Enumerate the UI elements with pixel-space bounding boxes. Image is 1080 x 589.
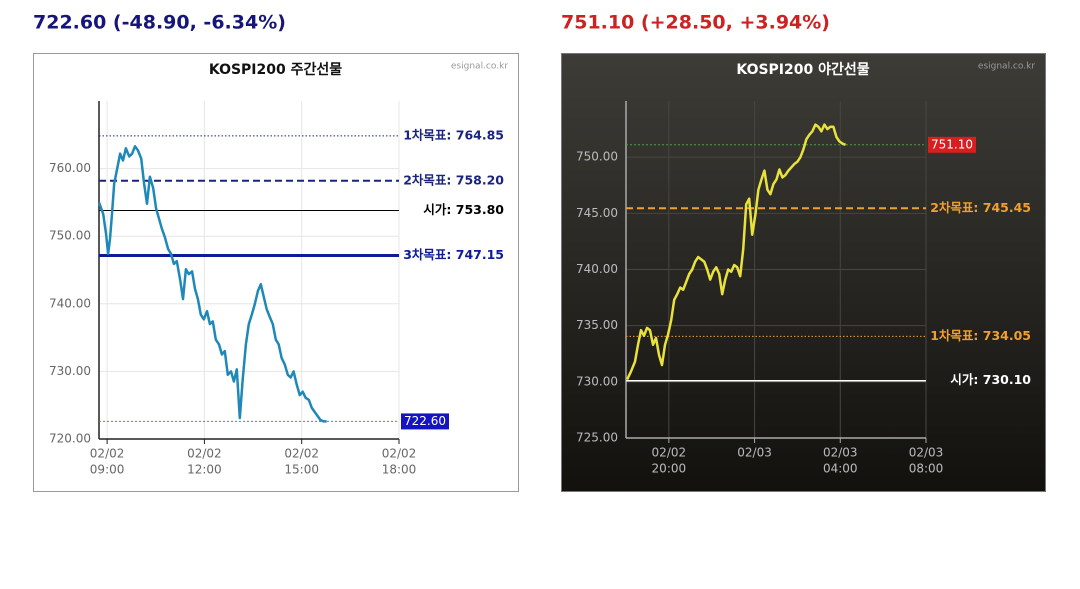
x-tick-label: 20:00	[652, 462, 687, 476]
x-tick-label: 02/03	[737, 446, 772, 460]
reference-label: 2차목표: 758.20	[403, 172, 504, 187]
x-tick-label: 02/02	[187, 447, 222, 461]
y-tick-label: 730.00	[576, 374, 618, 388]
reference-label: 1차목표: 734.05	[930, 328, 1031, 343]
x-tick-label: 08:00	[909, 462, 944, 476]
x-tick-label: 02/02	[652, 446, 687, 460]
x-tick-label: 09:00	[90, 463, 125, 477]
x-tick-label: 02/03	[823, 446, 858, 460]
y-tick-label: 760.00	[49, 161, 91, 175]
x-tick-label: 18:00	[382, 463, 417, 477]
price-line	[97, 145, 327, 423]
chart-title: KOSPI200 주간선물	[209, 61, 342, 78]
x-tick-label: 02/02	[382, 447, 417, 461]
reference-label: 2차목표: 745.45	[930, 200, 1031, 215]
x-tick-label: 02/03	[909, 446, 944, 460]
y-tick-label: 740.00	[49, 296, 91, 310]
x-tick-label: 02/02	[284, 447, 319, 461]
y-tick-label: 740.00	[576, 262, 618, 276]
x-tick-label: 02/02	[90, 447, 125, 461]
x-tick-label: 15:00	[284, 463, 319, 477]
reference-label: 3차목표: 747.15	[403, 247, 504, 262]
y-tick-label: 745.00	[576, 206, 618, 220]
headline: 722.60 (-48.90, -6.34%)	[33, 12, 286, 34]
y-tick-label: 750.00	[576, 150, 618, 164]
reference-label: 1차목표: 764.85	[403, 127, 504, 142]
reference-label: 시가: 730.10	[950, 372, 1031, 387]
price-line	[625, 123, 847, 381]
y-tick-label: 750.00	[49, 229, 91, 243]
source: esignal.co.kr	[451, 62, 508, 72]
last-price-box	[928, 136, 976, 153]
last-price-label: 722.60	[404, 414, 446, 428]
headline: 751.10 (+28.50, +3.94%)	[561, 12, 830, 34]
source: esignal.co.kr	[978, 62, 1035, 72]
x-tick-label: 12:00	[187, 463, 222, 477]
last-price-label: 751.10	[931, 137, 973, 151]
reference-label: 시가: 753.80	[423, 202, 504, 217]
y-tick-label: 730.00	[49, 364, 91, 378]
y-tick-label: 735.00	[576, 318, 618, 332]
chart-title: KOSPI200 야간선물	[736, 61, 869, 78]
x-tick-label: 04:00	[823, 462, 858, 476]
panel	[561, 53, 1046, 492]
y-tick-label: 725.00	[576, 431, 618, 445]
y-tick-label: 720.00	[49, 432, 91, 446]
last-price-box	[401, 413, 449, 430]
